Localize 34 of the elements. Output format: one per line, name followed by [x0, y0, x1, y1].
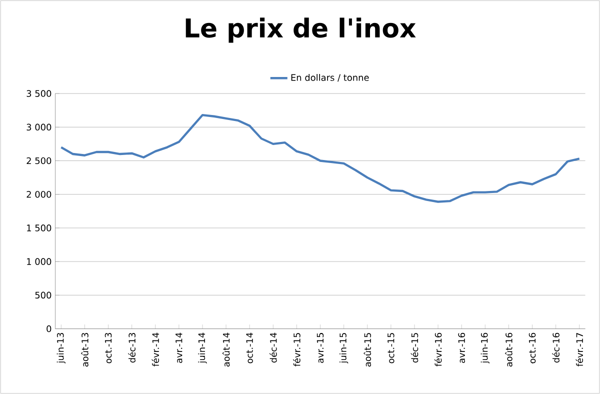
- y-tick-label: 1 500: [27, 224, 52, 232]
- x-tick-label: août-16: [505, 332, 512, 367]
- x-tick-label: juin-16: [480, 332, 490, 364]
- x-tick-label: déc-16: [552, 332, 560, 363]
- x-tick-label: oct.-16: [528, 332, 536, 364]
- x-tick-label: oct.-14: [246, 332, 253, 364]
- x-tick-label: févr.-14: [152, 332, 160, 366]
- y-tick-label: 0: [46, 325, 52, 332]
- x-tick-label: juin-15: [339, 333, 348, 364]
- x-tick-label: déc-13: [128, 333, 136, 363]
- x-tick-label: févr.-15: [293, 333, 300, 366]
- x-tick-label: avr.-16: [458, 332, 465, 363]
- y-tick-label: 2 500: [26, 157, 52, 164]
- x-tick-label: févr.-16: [434, 332, 442, 366]
- x-tick-label: oct.-15: [388, 333, 394, 364]
- x-tick-label: avr.-14: [176, 332, 182, 363]
- y-tick-label: 1 000: [27, 258, 52, 265]
- y-tick-label: 3 500: [26, 90, 52, 97]
- legend-label: En dollars / tonne: [291, 74, 369, 82]
- x-tick-label: déc-14: [270, 332, 277, 363]
- x-tick-label: févr.-17: [576, 333, 584, 366]
- x-tick-label: août-14: [222, 332, 230, 367]
- x-tick-label: juin-13: [56, 333, 66, 364]
- line-series: [60, 114, 580, 203]
- x-tick-label: avr.-15: [316, 333, 324, 363]
- x-tick-label: août-13: [81, 333, 88, 367]
- y-tick-label: 500: [35, 292, 52, 299]
- y-tick-label: 3 000: [26, 124, 52, 131]
- x-tick-label: déc-15: [410, 333, 418, 363]
- chart-title: Le prix de l'inox: [186, 18, 416, 43]
- x-tick-label: août-15: [364, 333, 372, 367]
- x-tick-label: oct.-13: [104, 333, 112, 364]
- y-tick-label: 2 000: [26, 190, 52, 198]
- x-tick-label: juin-14: [198, 332, 207, 364]
